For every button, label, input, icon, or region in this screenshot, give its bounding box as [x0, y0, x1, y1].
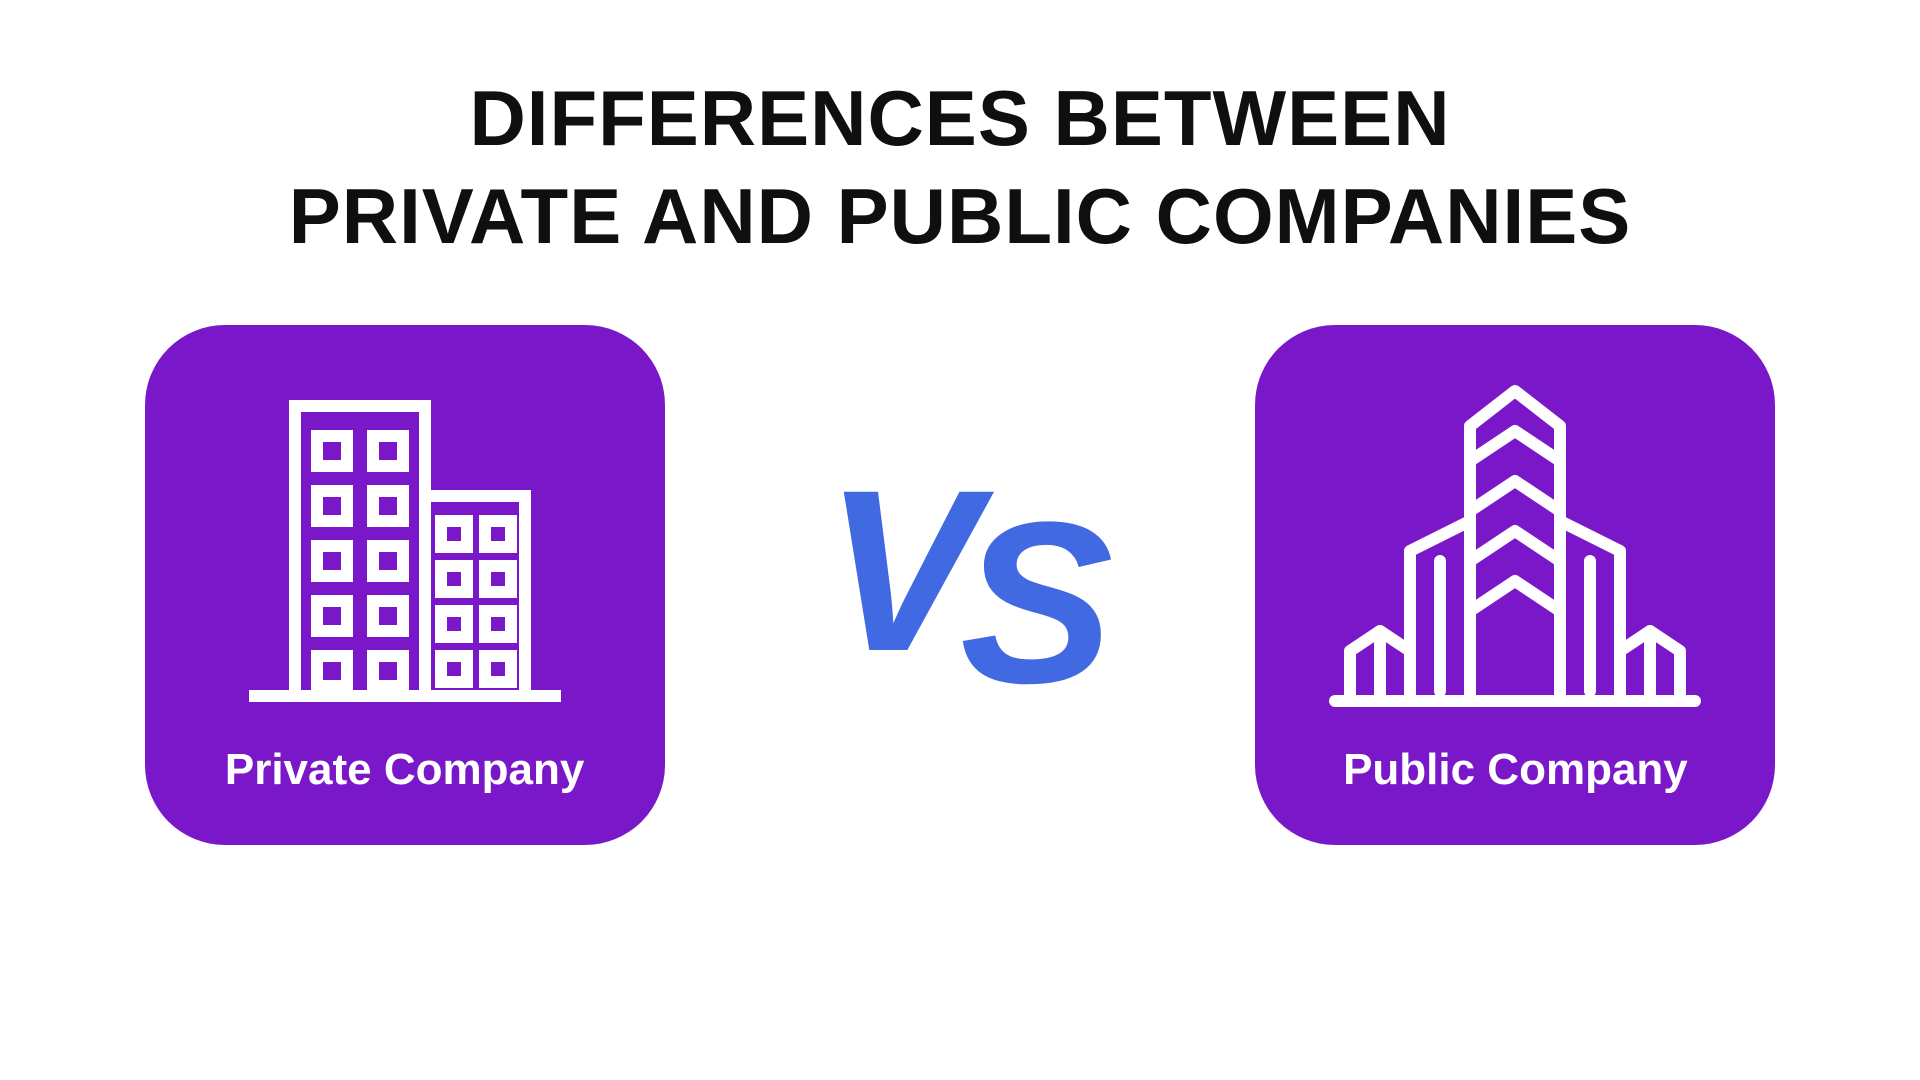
private-company-icon-wrap — [175, 365, 635, 717]
vs-letter-s: S — [960, 488, 1095, 718]
vs-label: VS — [825, 470, 1096, 700]
vs-letter-v: V — [825, 456, 960, 686]
public-company-label: Public Company — [1343, 745, 1688, 795]
title-line-2: PRIVATE AND PUBLIC COMPANIES — [289, 172, 1632, 260]
comparison-row: Private Company VS — [145, 325, 1776, 845]
title-line-1: DIFFERENCES BETWEEN — [469, 74, 1450, 162]
office-buildings-icon — [235, 376, 575, 706]
public-company-card: Public Company — [1255, 325, 1775, 845]
private-company-label: Private Company — [225, 745, 584, 795]
public-company-icon-wrap — [1285, 365, 1745, 717]
page-title: DIFFERENCES BETWEEN PRIVATE AND PUBLIC C… — [289, 70, 1632, 265]
infographic-root: DIFFERENCES BETWEEN PRIVATE AND PUBLIC C… — [0, 0, 1920, 1080]
city-skyline-icon — [1315, 371, 1715, 711]
private-company-card: Private Company — [145, 325, 665, 845]
